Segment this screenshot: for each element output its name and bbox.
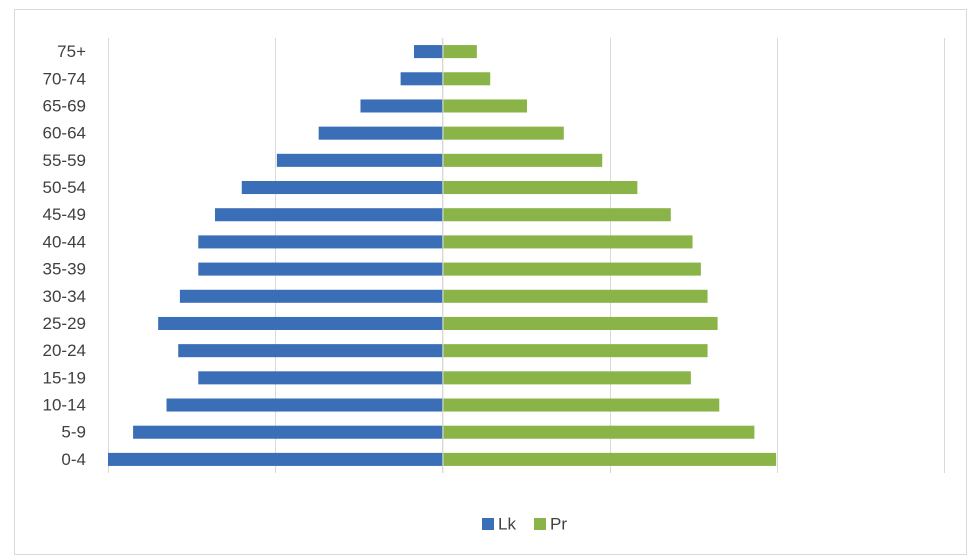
bar-pr <box>443 153 603 167</box>
bar-pr <box>443 45 477 59</box>
bar-pr <box>443 72 491 86</box>
y-tick-label: 70-74 <box>43 69 86 88</box>
legend-swatch-lk <box>482 518 494 530</box>
y-tick-label: 65-69 <box>43 96 86 115</box>
bar-lk <box>198 235 443 249</box>
y-tick-label: 30-34 <box>43 287 86 306</box>
y-tick-label: 35-39 <box>43 260 86 279</box>
legend-label-pr: Pr <box>550 515 567 534</box>
bar-pr <box>443 316 718 330</box>
bar-lk <box>400 72 443 86</box>
bar-pr <box>443 398 720 412</box>
y-tick-label: 40-44 <box>43 232 86 251</box>
bar-lk <box>276 153 443 167</box>
y-tick-label: 20-24 <box>43 341 86 360</box>
y-tick-label: 60-64 <box>43 124 86 143</box>
bar-lk <box>158 316 443 330</box>
legend-swatch-pr <box>534 518 546 530</box>
y-tick-label: 0-4 <box>61 450 86 469</box>
bar-lk <box>178 344 443 358</box>
bar-lk <box>241 181 443 195</box>
bar-lk <box>166 398 443 412</box>
bar-pr <box>443 181 638 195</box>
bar-pr <box>443 289 708 303</box>
bar-lk <box>215 208 443 222</box>
bar-lk <box>318 126 443 140</box>
bar-pr <box>443 371 691 385</box>
bar-pr <box>443 452 777 466</box>
legend-label-lk: Lk <box>498 515 516 534</box>
bar-lk <box>360 99 443 113</box>
y-tick-label: 25-29 <box>43 314 86 333</box>
y-tick-label: 10-14 <box>43 396 86 415</box>
y-tick-label: 15-19 <box>43 368 86 387</box>
bar-lk <box>179 289 443 303</box>
bar-pr <box>443 126 564 140</box>
y-tick-label: 5-9 <box>61 423 86 442</box>
bar-pr <box>443 344 708 358</box>
y-tick-label: 45-49 <box>43 205 86 224</box>
bar-lk <box>108 452 443 466</box>
bar-lk <box>413 45 443 59</box>
bar-pr <box>443 208 671 222</box>
bar-lk <box>133 425 443 439</box>
y-tick-label: 75+ <box>57 42 86 61</box>
bar-pr <box>443 99 527 113</box>
bar-pr <box>443 262 701 276</box>
bar-pr <box>443 235 693 249</box>
y-tick-label: 55-59 <box>43 151 86 170</box>
bar-lk <box>198 262 443 276</box>
bar-lk <box>198 371 443 385</box>
bar-pr <box>443 425 755 439</box>
y-tick-label: 50-54 <box>43 178 86 197</box>
